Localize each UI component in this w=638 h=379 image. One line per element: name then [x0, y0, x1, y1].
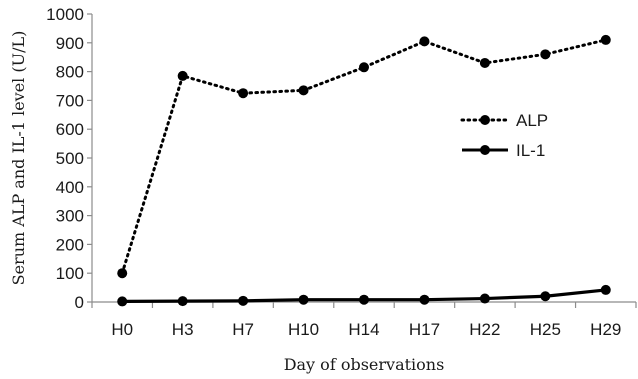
- y-tick-label: 700: [56, 91, 84, 110]
- x-tick-label: H10: [288, 320, 319, 339]
- x-tick-label: H29: [590, 320, 621, 339]
- legend-swatch-marker: [480, 145, 490, 155]
- data-point: [177, 296, 188, 307]
- series-layer: [117, 34, 611, 307]
- data-point: [419, 36, 430, 47]
- legend-swatch-marker: [480, 115, 490, 125]
- data-point: [238, 88, 249, 99]
- data-point: [298, 294, 309, 305]
- x-axis-ticks: H0 H3 H7 H10 H14 H17 H22 H25 H29: [91, 302, 637, 339]
- series-line: [120, 38, 608, 275]
- data-point: [600, 34, 611, 45]
- y-tick-label: 500: [56, 149, 84, 168]
- axes: [91, 14, 636, 303]
- series-alp: [117, 34, 611, 279]
- data-point: [359, 62, 369, 73]
- y-tick-label: 1000: [46, 5, 84, 24]
- x-tick-label: H17: [409, 320, 440, 339]
- data-point: [238, 295, 249, 306]
- y-tick-label: 600: [56, 120, 84, 139]
- x-axis-title: Day of observations: [284, 355, 445, 374]
- data-point: [177, 70, 188, 81]
- y-axis-ticks: 0 100 200 300 400 500 600 700 800 900 1000: [46, 5, 92, 312]
- x-tick-label: H14: [348, 320, 379, 339]
- x-tick-label: H7: [232, 320, 254, 339]
- x-tick-label: H0: [111, 320, 133, 339]
- x-tick-label: H25: [530, 320, 561, 339]
- data-point: [359, 294, 369, 305]
- series-il-1: [117, 284, 611, 307]
- data-point: [479, 293, 490, 304]
- data-point: [117, 296, 128, 307]
- legend-label: IL-1: [516, 141, 545, 160]
- data-point: [600, 284, 611, 295]
- x-tick-label: H3: [172, 320, 194, 339]
- y-tick-label: 900: [56, 34, 84, 53]
- data-point: [298, 85, 309, 96]
- y-tick-label: 800: [56, 63, 84, 82]
- legend-label: ALP: [516, 111, 548, 130]
- x-tick-label: H22: [469, 320, 500, 339]
- y-axis-title: Serum ALP and IL-1 level (U/L): [9, 31, 28, 286]
- y-tick-label: 0: [75, 293, 84, 312]
- y-tick-label: 400: [56, 178, 84, 197]
- legend: ALP IL-1: [460, 111, 548, 160]
- data-point: [117, 268, 128, 279]
- y-tick-label: 300: [56, 207, 84, 226]
- legend-item: IL-1: [462, 141, 545, 160]
- y-tick-label: 100: [56, 264, 84, 283]
- data-point: [540, 49, 551, 60]
- data-point: [419, 294, 430, 305]
- legend-item: ALP: [460, 111, 548, 130]
- y-tick-label: 200: [56, 235, 84, 254]
- data-point: [479, 57, 490, 68]
- data-point: [540, 291, 551, 302]
